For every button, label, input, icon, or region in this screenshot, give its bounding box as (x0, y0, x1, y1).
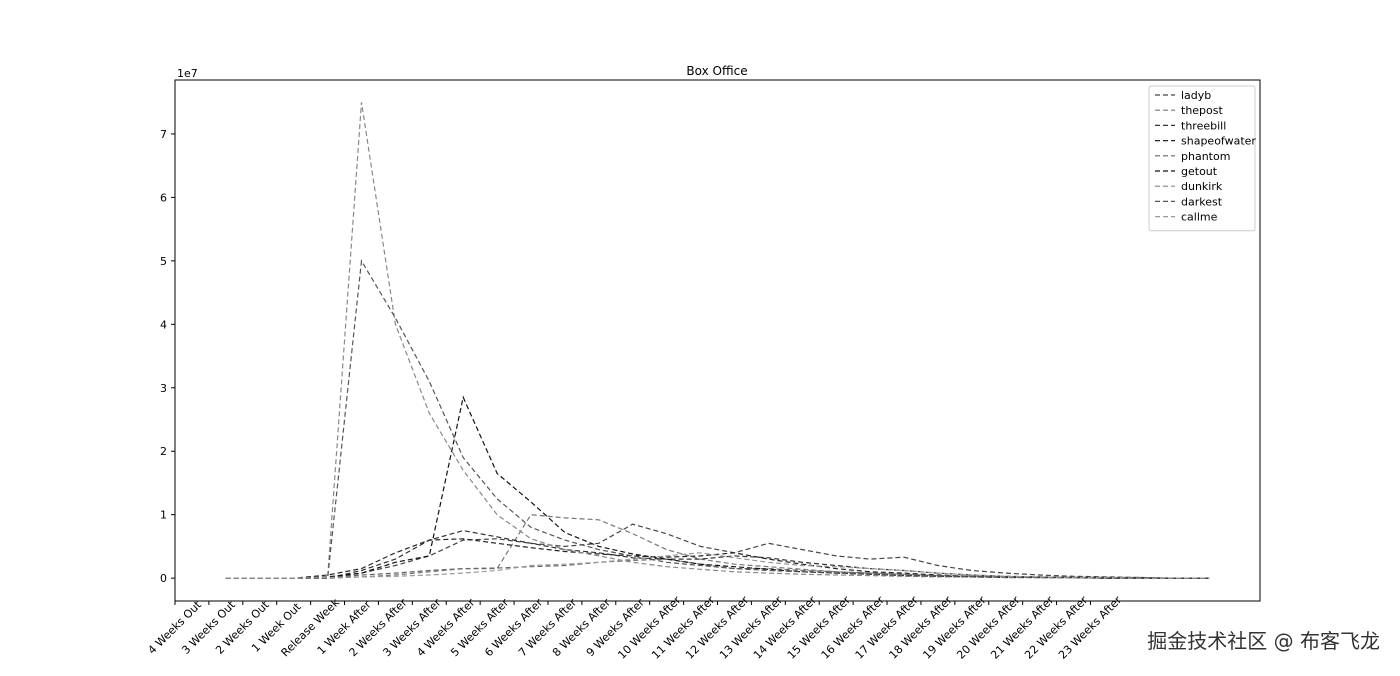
series-line (225, 102, 1210, 579)
legend-label: threebill (1181, 119, 1226, 132)
y-tick-label: 0 (160, 572, 167, 585)
legend-label: getout (1181, 165, 1218, 178)
y-tick-label: 1 (160, 509, 167, 522)
y-tick-label: 7 (160, 128, 167, 141)
series-line (225, 538, 1210, 579)
legend-frame (1148, 85, 1256, 232)
series-line (225, 259, 1210, 579)
legend: ladyb thepost threebill shapeofwater phantom… (1148, 85, 1256, 232)
legend-label: phantom (1181, 150, 1230, 163)
y-tick-label: 2 (160, 445, 167, 458)
legend-label: thepost (1181, 104, 1223, 117)
series-line (225, 395, 1210, 579)
series-line (225, 552, 1210, 579)
legend-label: ladyb (1181, 89, 1211, 102)
x-tick-label: Release Week (279, 596, 343, 660)
legend-label: shapeofwater (1181, 135, 1256, 148)
plot-frame (174, 79, 1261, 602)
y-offset-label: 1e7 (177, 67, 198, 80)
series-line (225, 523, 1210, 579)
y-tick-label: 4 (160, 318, 167, 331)
watermark: 掘金技术社区 @ 布客飞龙 (1147, 629, 1380, 653)
chart-title: Box Office (686, 64, 747, 78)
legend-label: dunkirk (1181, 180, 1223, 193)
legend-label: darkest (1181, 195, 1223, 208)
series-line (225, 514, 1210, 579)
y-tick-label: 5 (160, 255, 167, 268)
legend-label: callme (1181, 211, 1218, 224)
y-tick-label: 6 (160, 191, 167, 204)
y-tick-label: 3 (160, 382, 167, 395)
